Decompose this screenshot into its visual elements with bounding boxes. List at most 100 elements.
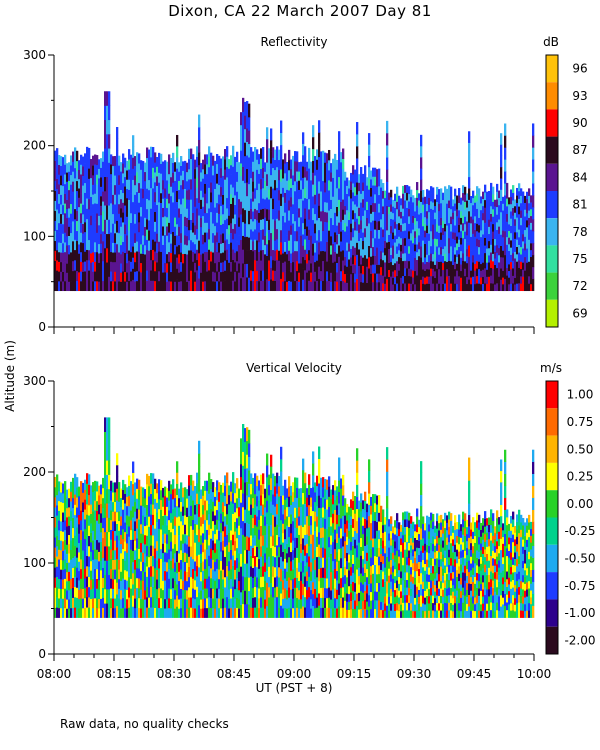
- colorbar-tick-label: 78: [572, 225, 587, 239]
- heatmap-cell: [142, 216, 145, 227]
- heatmap-cell: [180, 492, 183, 503]
- heatmap-cell: [244, 115, 247, 130]
- heatmap-cell: [64, 598, 67, 609]
- heatmap-cell: [460, 244, 463, 252]
- heatmap-cell: [244, 590, 247, 605]
- heatmap-cell: [104, 262, 107, 277]
- heatmap-cell: [260, 484, 263, 496]
- heatmap-cell: [122, 519, 125, 530]
- heatmap-cell: [216, 202, 219, 213]
- heatmap-cell: [102, 171, 105, 182]
- heatmap-cell: [210, 280, 213, 292]
- heatmap-cell: [224, 505, 227, 517]
- heatmap-cell: [130, 481, 133, 492]
- heatmap-cell: [492, 186, 495, 195]
- heatmap-cell: [526, 262, 529, 270]
- heatmap-cell: [442, 220, 445, 229]
- heatmap-cell: [314, 233, 317, 243]
- heatmap-cell: [428, 254, 431, 263]
- heatmap-cell: [156, 560, 159, 570]
- heatmap-cell: [82, 204, 85, 215]
- heatmap-cell: [188, 607, 191, 618]
- heatmap-cell: [178, 199, 181, 209]
- heatmap-cell: [136, 191, 139, 203]
- heatmap-cell: [134, 156, 137, 166]
- heatmap-cell: [86, 566, 89, 577]
- heatmap-cell: [58, 251, 61, 262]
- heatmap-cell: [108, 460, 111, 475]
- heatmap-cell: [454, 261, 457, 270]
- heatmap-cell: [138, 548, 141, 559]
- heatmap-cell: [156, 492, 159, 503]
- heatmap-cell: [380, 258, 383, 268]
- heatmap-cell: [194, 169, 197, 179]
- heatmap-cell: [354, 282, 357, 292]
- heatmap-cell: [244, 455, 247, 470]
- heatmap-cell: [522, 283, 525, 292]
- heatmap-cell: [258, 271, 261, 282]
- heatmap-cell: [152, 280, 155, 292]
- heatmap-cell: [210, 271, 213, 282]
- heatmap-cell: [148, 149, 151, 160]
- heatmap-cell: [414, 244, 417, 252]
- heatmap-cell: [138, 163, 141, 174]
- heatmap-cell: [458, 188, 461, 196]
- heatmap-cell: [338, 279, 341, 292]
- heatmap-cell: [324, 231, 327, 242]
- heatmap-cell: [256, 597, 259, 608]
- heatmap-cell: [488, 212, 491, 220]
- heatmap-cell: [64, 481, 67, 492]
- heatmap-cell: [222, 550, 225, 561]
- heatmap-cell: [464, 186, 467, 195]
- heatmap-cell: [58, 184, 61, 195]
- heatmap-cell: [80, 510, 83, 521]
- heatmap-cell: [478, 210, 481, 218]
- heatmap-cell: [62, 540, 65, 551]
- heatmap-cell: [134, 492, 137, 503]
- heatmap-cell: [250, 483, 253, 495]
- heatmap-cell: [124, 262, 127, 273]
- heatmap-cell: [448, 192, 451, 201]
- heatmap-cell: [456, 209, 459, 217]
- heatmap-cell: [84, 597, 87, 609]
- heatmap-cell: [402, 253, 405, 262]
- heatmap-cell: [116, 255, 119, 268]
- heatmap-cell: [158, 587, 161, 599]
- heatmap-cell: [234, 252, 237, 263]
- heatmap-cell: [156, 569, 159, 580]
- heatmap-cell: [436, 194, 439, 203]
- heatmap-cell: [220, 608, 223, 618]
- heatmap-cell: [138, 568, 141, 579]
- heatmap-cell: [310, 263, 313, 273]
- heatmap-cell: [470, 277, 473, 285]
- heatmap-cell: [260, 168, 263, 180]
- heatmap-cell: [258, 232, 261, 243]
- heatmap-cell: [82, 214, 85, 224]
- heatmap-cell: [238, 189, 241, 200]
- heatmap-cell: [68, 562, 71, 572]
- heatmap-cell: [166, 180, 169, 190]
- heatmap-cell: [368, 155, 371, 168]
- heatmap-cell: [406, 268, 409, 276]
- heatmap-cell: [138, 173, 141, 184]
- heatmap-cell: [162, 180, 165, 190]
- heatmap-cell: [198, 466, 201, 479]
- heatmap-cell: [148, 486, 151, 497]
- heatmap-cell: [274, 240, 277, 251]
- heatmap-cell: [200, 172, 203, 182]
- heatmap-cell: [454, 210, 457, 219]
- heatmap-cell: [494, 284, 497, 292]
- heatmap-cell: [316, 209, 319, 221]
- heatmap-cell: [488, 190, 491, 199]
- heatmap-cell: [140, 561, 143, 572]
- heatmap-cell: [346, 217, 349, 227]
- heatmap-cell: [416, 197, 419, 206]
- heatmap-cell: [68, 180, 71, 191]
- heatmap-cell: [504, 183, 507, 196]
- heatmap-cell: [332, 205, 335, 216]
- heatmap-cell: [348, 274, 351, 284]
- heatmap-cell: [502, 250, 505, 258]
- heatmap-cell: [466, 255, 469, 264]
- heatmap-cell: [62, 588, 65, 599]
- heatmap-cell: [110, 490, 113, 501]
